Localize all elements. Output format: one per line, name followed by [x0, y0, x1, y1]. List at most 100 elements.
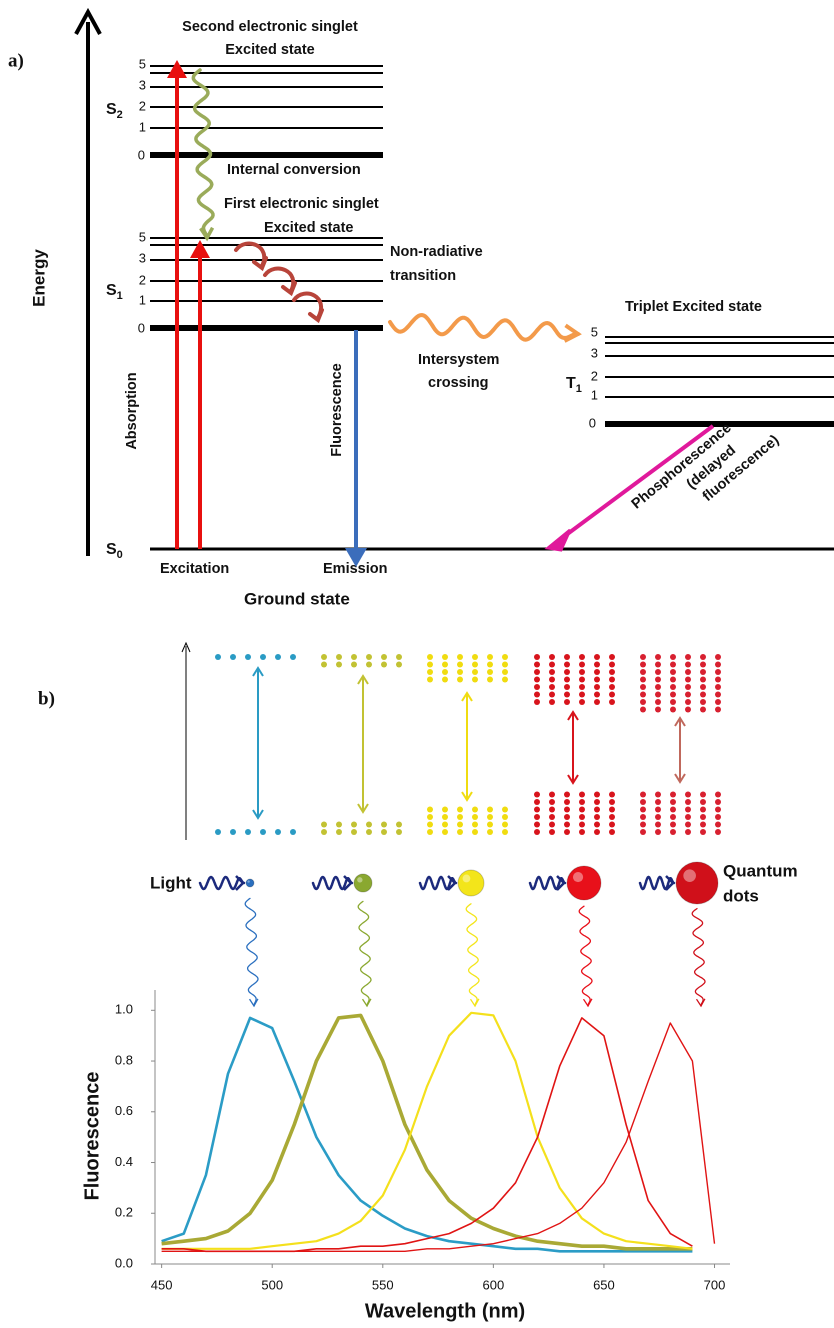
arrowhead [674, 773, 686, 784]
level-label: 3 [139, 250, 146, 265]
electron-dot [502, 821, 508, 828]
electron-dot [685, 821, 691, 828]
electron-dot [579, 684, 585, 690]
y-tick-label: 0.8 [115, 1052, 133, 1067]
arrowhead [199, 226, 215, 242]
electron-dot [534, 669, 540, 675]
s1-levels [150, 237, 383, 331]
electron-dot [579, 661, 585, 668]
electron-dot [715, 691, 721, 698]
highlight [683, 869, 696, 882]
electron-dot [564, 654, 570, 660]
electron-dot [715, 676, 721, 683]
electron-dot [579, 654, 585, 660]
electron-dot [442, 806, 448, 813]
electron-dot [502, 654, 508, 660]
dots-label: Quantum [723, 861, 798, 880]
level-label: 2 [139, 272, 146, 287]
electron-dot [564, 676, 570, 683]
electron-dot [670, 654, 676, 660]
electron-dot [670, 806, 676, 813]
electron-dot [487, 806, 493, 813]
electron-dot [245, 829, 251, 835]
level-label: 1 [139, 119, 146, 134]
electron-dot [594, 691, 600, 698]
arrowhead [567, 774, 579, 785]
spectrum-line [161, 1016, 693, 1253]
curl [234, 241, 267, 268]
electron-dot [594, 699, 600, 705]
electron-dot [336, 654, 342, 660]
electron-dot [534, 791, 540, 798]
electron-dot [564, 806, 570, 813]
electron-dot [396, 661, 402, 668]
electron-dot [715, 821, 721, 828]
x-tick-label: 500 [261, 1277, 283, 1292]
arrowhead [248, 998, 259, 1008]
electron-dot [534, 676, 540, 683]
electron-dot [534, 814, 540, 820]
annotation: Excitation [160, 561, 229, 577]
electron-dot [609, 684, 615, 690]
electron-dot [472, 821, 478, 828]
electron-dot [700, 684, 706, 690]
electron-dot [685, 676, 691, 683]
electron-dot [351, 821, 357, 828]
electron-dot [700, 806, 706, 813]
arrowhead [461, 691, 473, 702]
energy-arrowhead [74, 7, 102, 35]
arrowhead [190, 240, 210, 258]
electron-dot [594, 684, 600, 690]
electron-dot [564, 669, 570, 675]
electron-dot [640, 691, 646, 698]
electron-dot [640, 661, 646, 668]
arrowhead [281, 281, 297, 297]
x-tick-label: 450 [151, 1277, 173, 1292]
electron-dot [336, 829, 342, 835]
electron-dot [245, 654, 251, 660]
electron-dot [534, 661, 540, 668]
electron-dot [609, 791, 615, 798]
annotation: Non-radiative [390, 244, 483, 260]
electron-dot [457, 829, 463, 835]
level-label: 3 [139, 77, 146, 92]
y-tick-label: 1.0 [115, 1002, 133, 1017]
phosphorescence-arrow [556, 424, 715, 543]
x-tick-label: 550 [372, 1277, 394, 1292]
electron-dot [609, 691, 615, 698]
y-tick-label: 0.0 [115, 1255, 133, 1270]
electron-dot [427, 821, 433, 828]
electron-dot [336, 661, 342, 668]
electron-dot [534, 829, 540, 835]
electron-dot [685, 791, 691, 798]
electron-dot [609, 699, 615, 705]
electron-dot [594, 669, 600, 675]
level-label: 1 [591, 387, 598, 402]
arrowhead [665, 875, 675, 891]
electron-dot [549, 684, 555, 690]
state-letter: S [106, 282, 117, 299]
electron-dot [609, 821, 615, 828]
electron-dot [670, 661, 676, 668]
electron-dot [215, 654, 221, 660]
electron-dot [534, 821, 540, 828]
arrowhead [345, 548, 367, 567]
x-tick-label: 700 [704, 1277, 726, 1292]
state-index: 0 [117, 549, 123, 561]
electron-dot [685, 806, 691, 813]
electron-dot [594, 814, 600, 820]
s2-title: Second electronic singlet [182, 19, 358, 35]
electron-dot [579, 791, 585, 798]
electron-dot [609, 676, 615, 683]
quantum-dot [353, 873, 373, 893]
state-label: S0 [106, 541, 123, 561]
electron-dot [594, 791, 600, 798]
ground-title: Ground state [244, 589, 350, 608]
electron-dot [487, 821, 493, 828]
electron-dot [321, 821, 327, 828]
spectrum-line [161, 1013, 693, 1251]
state-index: 1 [576, 383, 582, 395]
electron-dot [351, 654, 357, 660]
spectrum-line [161, 1017, 693, 1253]
